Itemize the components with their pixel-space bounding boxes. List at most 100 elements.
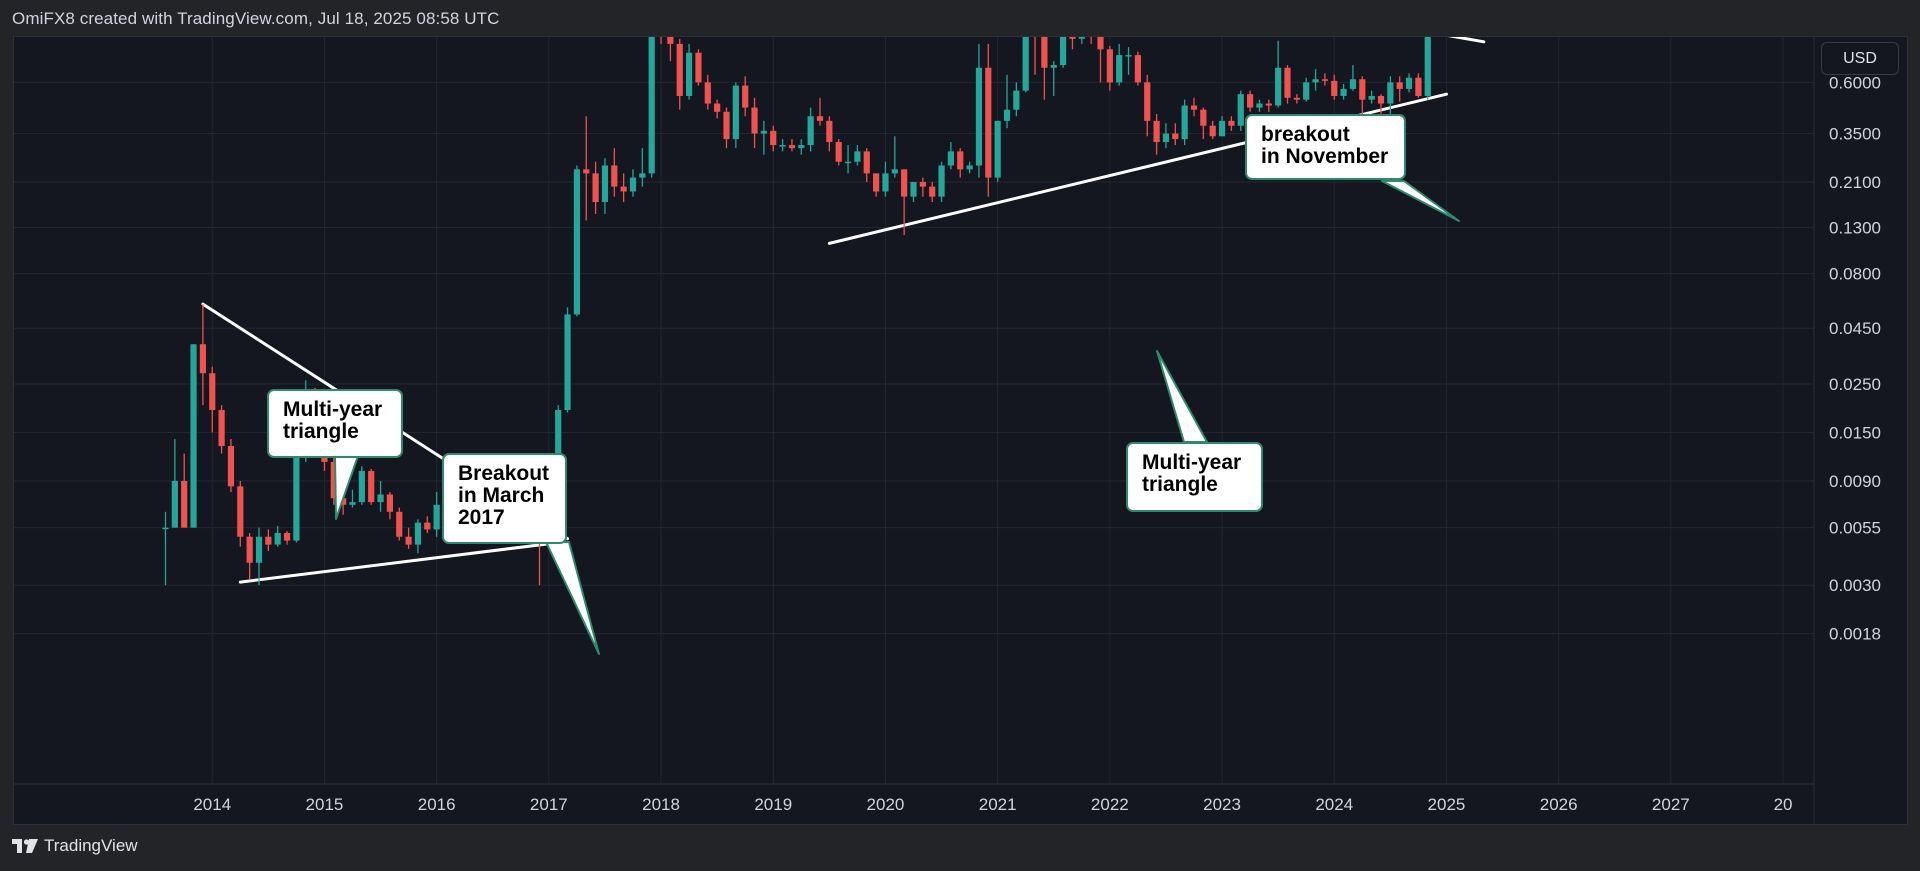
candle-body: [583, 169, 590, 174]
candle-body: [620, 186, 627, 192]
candle-body: [283, 532, 291, 541]
candle-body: [611, 165, 618, 187]
x-tick-label: 2015: [306, 795, 344, 814]
y-tick-label: 0.3500: [1829, 125, 1881, 144]
candle: [929, 182, 936, 203]
candle-body: [181, 480, 188, 528]
y-tick-label: 0.0800: [1829, 265, 1881, 284]
candle-body: [190, 344, 197, 528]
y-tick-label: 0.0250: [1829, 375, 1881, 394]
candle: [882, 161, 889, 197]
candle: [265, 529, 272, 552]
candle: [1034, 37, 1036, 75]
candle: [1331, 74, 1338, 100]
tradingview-brand[interactable]: TradingView: [44, 836, 138, 855]
candle: [1218, 116, 1226, 137]
candle: [891, 136, 898, 178]
candle-body: [1340, 88, 1347, 96]
candle-body: [639, 173, 646, 178]
candle-body: [405, 536, 412, 545]
candle: [938, 161, 945, 203]
candle: [181, 453, 188, 528]
trendline-lower-2014: [238, 541, 560, 584]
candle-body: [227, 446, 235, 487]
candle: [1405, 73, 1413, 93]
candle: [433, 492, 440, 537]
x-tick-label: 2021: [979, 795, 1017, 814]
candle-body: [377, 494, 384, 503]
candle-body: [1078, 37, 1085, 39]
candle-body: [1172, 133, 1179, 140]
candle-body: [1424, 37, 1431, 96]
y-tick-label: 0.1300: [1829, 219, 1881, 238]
candle-body: [704, 82, 711, 104]
candle: [779, 139, 786, 152]
candle: [770, 125, 777, 152]
candle: [1134, 51, 1141, 86]
candle-body: [816, 116, 824, 121]
candle: [947, 142, 954, 170]
candle-body: [601, 165, 609, 203]
x-tick-label: 2022: [1091, 795, 1129, 814]
candle: [1424, 37, 1431, 100]
candle-body: [714, 103, 721, 112]
candle-body: [1106, 49, 1113, 83]
candle: [1116, 43, 1123, 86]
candle: [1190, 97, 1198, 117]
candle: [1293, 94, 1300, 104]
candle-body: [770, 130, 777, 146]
candle-body: [742, 85, 749, 108]
candle: [660, 37, 662, 44]
callout-pointer: [334, 455, 359, 520]
candle: [1265, 99, 1272, 112]
candle-body: [171, 480, 178, 528]
y-tick-label: 0.0055: [1829, 519, 1881, 538]
candle-body: [1125, 55, 1132, 57]
candle-body: [573, 169, 580, 315]
candle: [1090, 37, 1092, 44]
candle: [957, 148, 964, 178]
candle-body: [1275, 67, 1282, 106]
candle-body: [1153, 120, 1160, 143]
candle: [1415, 73, 1422, 98]
callout-pointer: [1381, 180, 1460, 222]
candle: [676, 38, 683, 110]
candle-body: [629, 177, 637, 192]
currency-button[interactable]: USD: [1821, 42, 1899, 75]
candle-body: [1377, 95, 1385, 104]
candle: [573, 165, 580, 317]
candle: [414, 519, 422, 554]
x-tick-label: 2014: [193, 795, 231, 814]
candle: [1256, 99, 1263, 112]
x-tick-label: 2024: [1315, 795, 1353, 814]
candle: [227, 438, 235, 493]
candle-body: [966, 165, 973, 170]
candle-body: [1247, 94, 1254, 108]
candle: [1003, 74, 1011, 129]
candle: [1041, 37, 1048, 100]
candle: [1275, 40, 1282, 108]
candle: [358, 466, 365, 505]
candle-body: [947, 151, 954, 166]
candle-body: [919, 182, 926, 187]
candle: [629, 169, 637, 197]
candle-body: [1003, 109, 1011, 121]
candle-body: [863, 151, 870, 174]
candle-body: [779, 145, 786, 147]
y-tick-label: 0.0018: [1829, 625, 1881, 644]
candle-body: [265, 536, 272, 545]
x-tick-label: 2026: [1540, 795, 1578, 814]
candle-body: [255, 536, 263, 563]
candle-body: [274, 532, 281, 545]
candle: [714, 99, 721, 119]
candle-body: [985, 67, 992, 178]
candle: [844, 145, 852, 174]
candle: [620, 173, 627, 203]
candle: [873, 173, 880, 197]
candle-body: [1265, 103, 1272, 106]
candle: [1060, 37, 1067, 68]
candle-body: [826, 120, 833, 143]
candle-body: [592, 173, 599, 203]
price-chart[interactable]: 5.00003.00001.80001.10000.60000.35000.21…: [14, 37, 1907, 824]
y-tick-label: 0.6000: [1829, 73, 1881, 92]
